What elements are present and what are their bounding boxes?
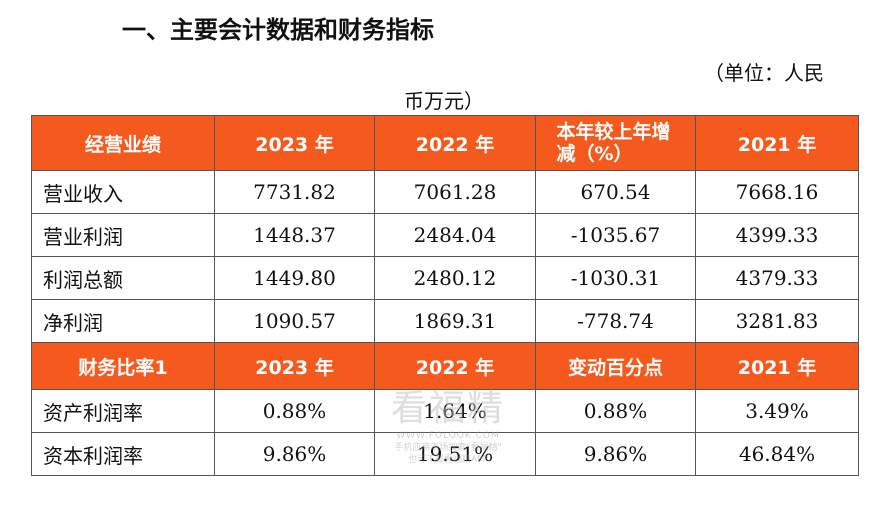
cell-2021: 4379.33 (695, 256, 859, 300)
cell-2022: 2484.04 (374, 213, 536, 257)
cell-2021: 3281.83 (695, 299, 859, 343)
cell-change: 670.54 (535, 170, 696, 214)
cell-change: -778.74 (535, 299, 696, 343)
table-row: 净利润 1090.57 1869.31 -778.74 3281.83 (31, 299, 859, 343)
table-row: 资本利润率 9.86% 19.51% 9.86% 46.84% (31, 432, 859, 476)
row-label: 营业利润 (31, 213, 215, 257)
cell-2023: 1090.57 (214, 299, 375, 343)
section-heading: 一、主要会计数据和财务指标 (122, 16, 434, 44)
header-cell-2021: 2021 年 (695, 342, 859, 390)
row-label: 利润总额 (31, 256, 215, 300)
financial-indicators-table: 经营业绩 2023 年 2022 年 本年较上年增减（%） 2021 年 营业收… (31, 115, 859, 476)
row-label: 营业收入 (31, 170, 215, 214)
cell-2021: 7668.16 (695, 170, 859, 214)
cell-2021: 3.49% (695, 389, 859, 433)
header-cell-change: 变动百分点 (535, 342, 696, 390)
cell-2022: 1869.31 (374, 299, 536, 343)
header-cell-category: 财务比率1 (31, 342, 215, 390)
header-cell-category: 经营业绩 (31, 115, 215, 171)
header-cell-2023: 2023 年 (214, 115, 375, 171)
row-label: 净利润 (31, 299, 215, 343)
cell-change: -1030.31 (535, 256, 696, 300)
table-header-row-ratios: 财务比率1 2023 年 2022 年 变动百分点 2021 年 (31, 342, 859, 390)
header-cell-2022: 2022 年 (374, 115, 536, 171)
table-header-row-operating: 经营业绩 2023 年 2022 年 本年较上年增减（%） 2021 年 (31, 115, 859, 171)
unit-note-line-2: 币万元） (404, 89, 484, 113)
header-change-text: 本年较上年增减（%） (556, 121, 671, 165)
cell-2023: 9.86% (214, 432, 375, 476)
cell-2023: 1448.37 (214, 213, 375, 257)
cell-change: 0.88% (535, 389, 696, 433)
header-cell-change: 本年较上年增减（%） (535, 115, 696, 171)
cell-change: -1035.67 (535, 213, 696, 257)
header-cell-2022: 2022 年 (374, 342, 536, 390)
cell-2021: 4399.33 (695, 213, 859, 257)
row-label: 资产利润率 (31, 389, 215, 433)
cell-2022: 2480.12 (374, 256, 536, 300)
unit-note-line-1: （单位：人民 (704, 61, 824, 85)
header-cell-2023: 2023 年 (214, 342, 375, 390)
table-row: 利润总额 1449.80 2480.12 -1030.31 4379.33 (31, 256, 859, 300)
table-row: 营业收入 7731.82 7061.28 670.54 7668.16 (31, 170, 859, 214)
cell-2022: 19.51% (374, 432, 536, 476)
cell-2022: 1.64% (374, 389, 536, 433)
cell-2021: 46.84% (695, 432, 859, 476)
cell-change: 9.86% (535, 432, 696, 476)
cell-2023: 1449.80 (214, 256, 375, 300)
cell-2023: 0.88% (214, 389, 375, 433)
table-row: 营业利润 1448.37 2484.04 -1035.67 4399.33 (31, 213, 859, 257)
cell-2022: 7061.28 (374, 170, 536, 214)
row-label: 资本利润率 (31, 432, 215, 476)
cell-2023: 7731.82 (214, 170, 375, 214)
table-row: 资产利润率 0.88% 1.64% 0.88% 3.49% (31, 389, 859, 433)
header-cell-2021: 2021 年 (695, 115, 859, 171)
